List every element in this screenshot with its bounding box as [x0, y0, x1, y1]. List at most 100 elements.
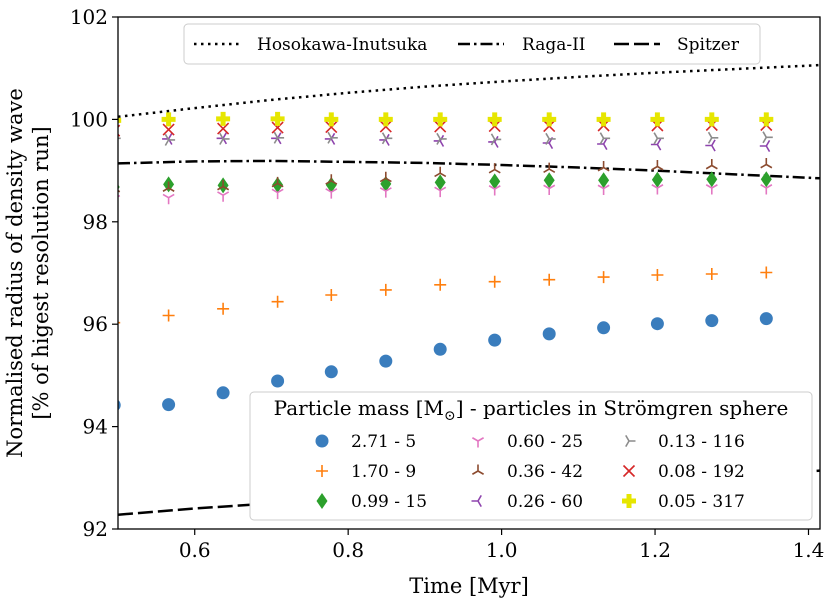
data-point: [118, 194, 121, 198]
y-tick-label: 98: [83, 210, 108, 234]
data-point: [598, 172, 610, 189]
line-raga-ii: [118, 159, 820, 180]
data-point: [650, 138, 662, 151]
data-point: [489, 173, 501, 190]
data-point: [490, 133, 502, 146]
data-point: [650, 317, 664, 331]
data-point: [273, 131, 285, 144]
data-point: [651, 171, 663, 188]
data-point: [379, 171, 392, 183]
data-point: [543, 273, 556, 286]
legend-label-hosokawa: Hosokawa-Inutsuka: [257, 35, 427, 55]
data-point: [597, 184, 610, 195]
data-point: [650, 112, 665, 127]
x-tick-label: 0.8: [332, 538, 364, 562]
y-tick-label: 100: [70, 107, 108, 131]
legend-label: 0.05 - 317: [658, 492, 745, 512]
series-9: [118, 111, 774, 127]
series-6: [118, 132, 771, 153]
x-tick-label: 0.6: [179, 538, 211, 562]
data-point: [488, 185, 501, 196]
plot-frame: [117, 16, 821, 530]
data-point: [759, 312, 773, 326]
legend-label-spitzer: Spitzer: [677, 35, 740, 55]
data-point: [162, 193, 175, 205]
y-tick-label: 96: [83, 312, 108, 336]
series-7: [118, 131, 773, 146]
data-point: [434, 174, 446, 191]
data-point: [759, 112, 774, 127]
particle-legend: Particle mass [M⊙] - particles in Strömg…: [249, 391, 813, 521]
x-tick-label: 1.2: [639, 538, 671, 562]
legend-marker: [316, 493, 328, 509]
data-point: [707, 131, 719, 144]
y-tick-label: 92: [83, 517, 108, 541]
data-point: [118, 132, 121, 145]
data-point: [760, 171, 772, 188]
line-hosokawa-inutsuka: [118, 63, 820, 119]
data-point: [325, 188, 338, 199]
series-2: [118, 266, 773, 324]
data-point: [271, 374, 285, 388]
data-point: [379, 354, 393, 368]
data-point: [379, 187, 392, 198]
series-1: [118, 312, 773, 412]
data-point: [488, 275, 501, 288]
data-point: [378, 112, 393, 127]
legend-label: 0.36 - 42: [507, 462, 583, 482]
data-point: [488, 333, 502, 347]
data-point: [543, 172, 555, 189]
data-point: [542, 112, 557, 127]
data-point: [760, 184, 773, 195]
data-point: [760, 158, 773, 169]
data-point: [542, 327, 556, 341]
data-point: [760, 266, 773, 279]
data-point: [597, 321, 611, 335]
data-point: [379, 120, 392, 133]
data-point: [381, 132, 393, 145]
data-point: [651, 160, 664, 171]
data-point: [434, 186, 447, 198]
data-point: [162, 398, 176, 412]
data-point: [597, 271, 610, 284]
data-point: [597, 137, 608, 151]
data-point: [324, 365, 338, 379]
legend-label: 1.70 - 9: [351, 462, 416, 482]
legend-marker: [471, 494, 482, 508]
data-point: [705, 139, 716, 152]
data-point: [217, 122, 230, 135]
data-point: [488, 163, 501, 174]
data-point: [543, 162, 556, 174]
data-point: [118, 136, 119, 149]
data-point: [271, 188, 284, 200]
lines-legend: Hosokawa-Inutsuka Raga-II Spitzer: [183, 23, 761, 65]
data-point: [118, 189, 121, 193]
legend-marker: [315, 434, 329, 448]
data-point: [272, 176, 284, 193]
data-point: [325, 174, 338, 185]
data-point: [217, 191, 230, 202]
data-point: [327, 131, 338, 144]
data-point: [325, 289, 338, 301]
legend-marker: [625, 434, 636, 448]
legend-label: 0.08 - 192: [658, 462, 745, 482]
y-axis-label-line2: [% of higest resolution run]: [29, 126, 53, 419]
legend-marker: [316, 465, 328, 477]
data-point: [705, 159, 718, 170]
data-point: [597, 161, 610, 172]
legend-marker: [622, 464, 636, 478]
data-point: [324, 112, 339, 127]
legend-label: 2.71 - 5: [351, 432, 416, 452]
y-tick-label: 94: [83, 415, 108, 439]
legend-label: 0.99 - 15: [351, 492, 427, 512]
data-point: [325, 176, 337, 193]
data-point: [434, 278, 447, 291]
data-point: [162, 123, 175, 136]
legend-label-raga: Raga-II: [522, 35, 586, 55]
data-point: [434, 120, 447, 133]
data-point: [545, 132, 556, 145]
data-point: [596, 112, 611, 127]
data-point: [704, 112, 719, 127]
data-point: [379, 283, 392, 296]
